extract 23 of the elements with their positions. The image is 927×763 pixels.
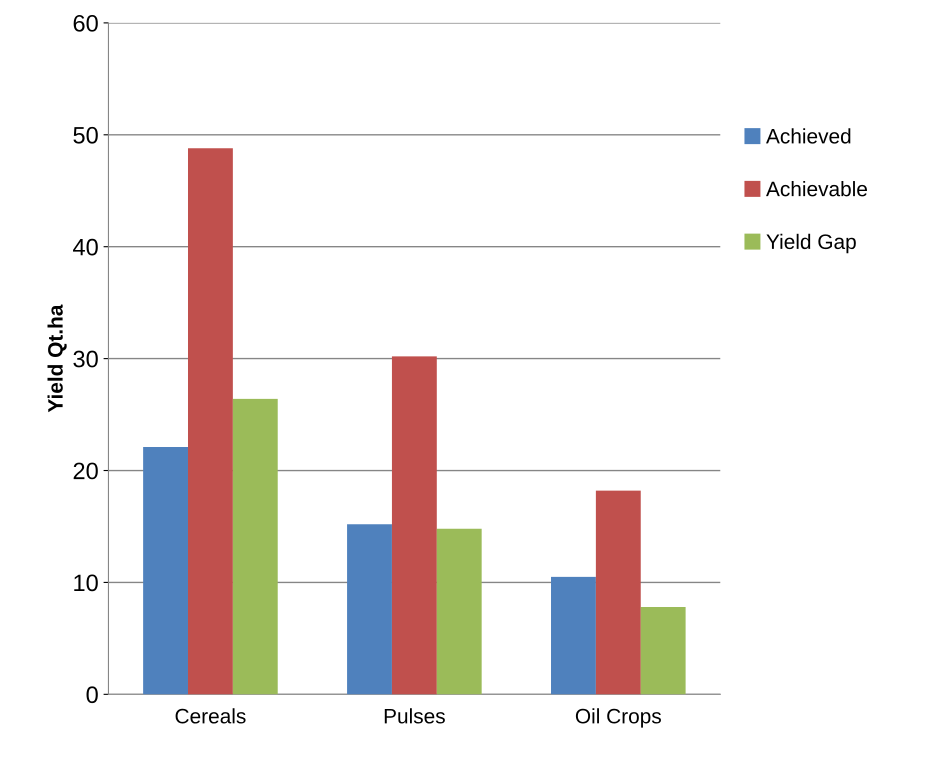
bar (436, 528, 482, 694)
y-tick-label: 60 (74, 14, 98, 32)
bar (640, 607, 686, 694)
x-tick-label: Cereals (176, 708, 246, 724)
bar (551, 576, 596, 694)
y-tick-label: 30 (73, 350, 98, 368)
y-tick-label: 10 (74, 574, 98, 592)
bar (188, 148, 233, 694)
legend-label: Achieved (766, 128, 850, 144)
y-tick-label: 0 (86, 686, 98, 704)
x-tick-label: Pulses (384, 708, 445, 724)
bar (392, 356, 437, 694)
bar (347, 524, 392, 694)
legend-label: Yield Gap (766, 234, 856, 254)
y-tick-label: 20 (74, 462, 98, 480)
y-tick-label: 40 (73, 238, 98, 256)
y-axis-title: Yield Qt.ha (48, 304, 67, 412)
bar (232, 398, 278, 694)
legend-label: Achievable (766, 181, 867, 196)
bar (143, 447, 188, 694)
bar (596, 490, 641, 694)
x-tick-label: Oil Crops (576, 708, 661, 728)
y-tick-label: 50 (73, 126, 98, 144)
